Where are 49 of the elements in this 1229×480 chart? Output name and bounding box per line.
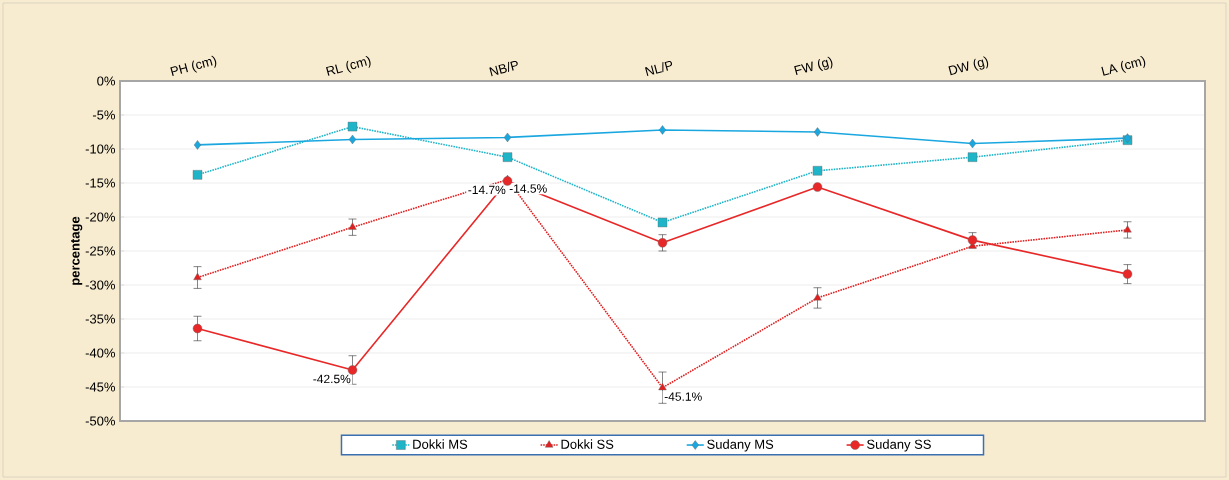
legend-label: Sudany SS xyxy=(867,439,931,452)
point xyxy=(657,217,668,228)
point xyxy=(968,138,977,149)
y-axis-title: percentage xyxy=(71,216,83,285)
y-tick-label: -45% xyxy=(85,382,116,392)
y-tick-label: -10% xyxy=(85,144,116,154)
point xyxy=(813,293,822,301)
point xyxy=(503,132,512,143)
point xyxy=(658,125,667,135)
data-label: -42.5% xyxy=(313,374,351,384)
x-tick-label: LA (cm) xyxy=(1101,55,1146,76)
x-tick-label: PH (cm) xyxy=(170,55,217,77)
data-label: -45.1% xyxy=(664,392,702,401)
point xyxy=(658,382,667,391)
point xyxy=(1122,269,1133,279)
point xyxy=(192,323,203,334)
point xyxy=(657,238,668,248)
point xyxy=(193,140,202,150)
point xyxy=(193,272,202,280)
x-tick-label: RL (cm) xyxy=(325,55,371,76)
y-tick-label: -20% xyxy=(85,212,116,222)
data-label: -14.5% xyxy=(509,184,547,193)
x-tick-label: DW (g) xyxy=(948,56,989,76)
point xyxy=(348,134,357,145)
y-tick-label: -50% xyxy=(85,416,116,426)
x-tick-label: NB/P xyxy=(489,60,518,77)
point xyxy=(347,121,358,132)
legend-label: Dokki MS xyxy=(413,439,468,449)
point xyxy=(1123,225,1132,233)
point xyxy=(192,170,203,180)
x-tick-label: NL/P xyxy=(645,61,673,77)
y-tick-label: -30% xyxy=(85,280,116,290)
y-tick-label: 0% xyxy=(97,76,116,86)
y-tick-label: -15% xyxy=(85,178,116,188)
legend-label: Sudany MS xyxy=(707,439,774,452)
y-tick-label: -40% xyxy=(85,348,116,358)
point xyxy=(967,152,978,162)
point xyxy=(812,182,823,192)
y-tick-label: -5% xyxy=(92,110,116,120)
point xyxy=(348,222,357,230)
point xyxy=(813,127,822,137)
point xyxy=(812,166,823,176)
legend-label: Dokki SS xyxy=(561,439,614,449)
point xyxy=(502,152,513,162)
y-tick-label: -25% xyxy=(85,246,116,256)
data-label: -14.7% xyxy=(468,185,506,195)
y-tick-label: -35% xyxy=(85,314,116,324)
point xyxy=(347,365,358,375)
x-tick-label: FW (g) xyxy=(794,56,833,76)
